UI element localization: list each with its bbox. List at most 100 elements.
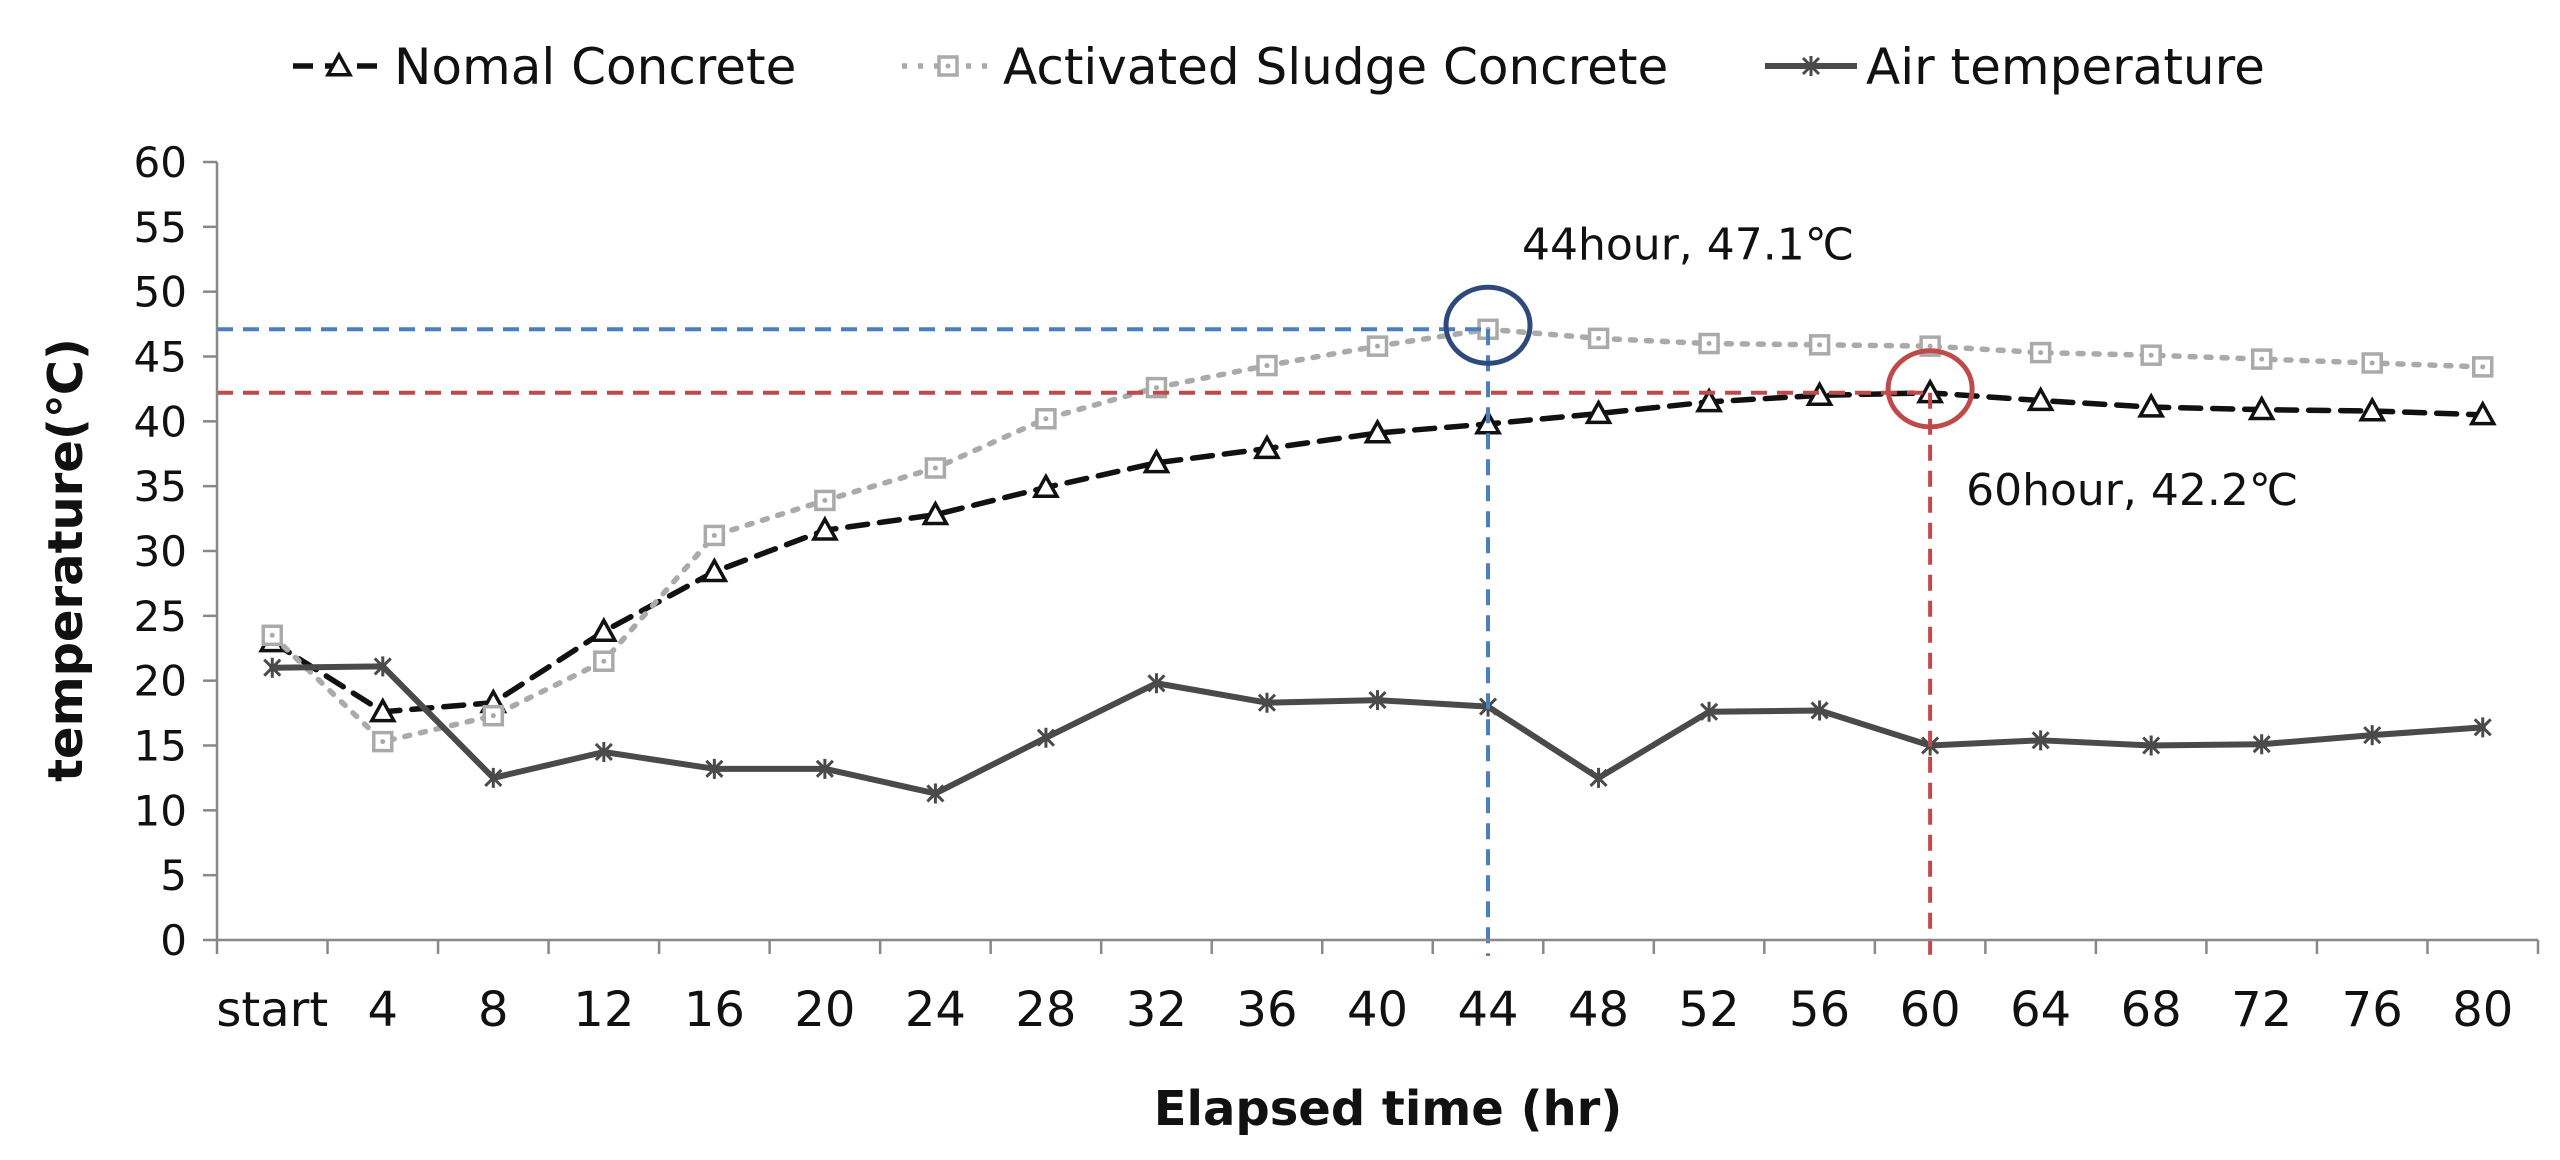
data-point — [1700, 701, 1719, 722]
y-tick-label: 45 — [134, 333, 187, 382]
asterisk-marker — [2142, 735, 2161, 756]
legend-item: Activated Sludge Concrete — [902, 38, 1668, 96]
square-marker-dot — [1043, 416, 1049, 422]
x-tick-label: 40 — [1347, 982, 1408, 1038]
asterisk-marker — [705, 758, 724, 779]
triangle-marker — [1031, 472, 1060, 499]
x-tick-label: 56 — [1789, 982, 1850, 1038]
data-point — [924, 457, 947, 479]
data-point — [2140, 344, 2162, 366]
triangle-marker — [810, 515, 839, 541]
legend-item: Air temperature — [1765, 38, 2265, 96]
asterisk-marker — [2363, 725, 2382, 746]
triangle-marker — [589, 616, 618, 642]
square-marker-dot — [380, 739, 386, 745]
data-point — [926, 783, 945, 804]
data-point — [593, 650, 615, 672]
data-point — [1147, 673, 1166, 694]
data-point — [2358, 396, 2387, 422]
y-tick-label: 30 — [134, 527, 187, 576]
data-point — [1366, 335, 1389, 357]
data-point — [2137, 392, 2166, 418]
y-tick-label: 40 — [134, 397, 187, 446]
series-line — [269, 663, 2486, 797]
asterisk-marker — [1147, 673, 1166, 694]
triangle-marker — [1142, 448, 1171, 474]
asterisk-marker — [1810, 700, 1829, 721]
asterisk-marker — [1257, 692, 1277, 713]
data-point — [1035, 407, 1057, 430]
data-point — [2031, 730, 2050, 751]
data-point — [1145, 376, 1168, 399]
data-point — [261, 624, 284, 647]
data-point — [700, 557, 729, 583]
square-marker-dot — [1706, 341, 1712, 347]
data-point — [2250, 348, 2273, 370]
square-marker-dot — [1264, 363, 1270, 369]
asterisk-marker — [263, 657, 282, 678]
legend-swatch-marker — [1801, 56, 1821, 76]
x-tick-label: 24 — [905, 982, 966, 1038]
square-marker-dot — [822, 497, 828, 503]
legend-label: Activated Sludge Concrete — [1003, 38, 1668, 96]
x-tick-label: 80 — [2452, 982, 2513, 1038]
data-point — [482, 704, 505, 727]
asterisk-marker — [594, 741, 613, 762]
square-marker-dot — [2148, 352, 2154, 358]
data-point — [703, 524, 726, 547]
data-point — [2142, 735, 2161, 756]
data-point — [810, 515, 839, 541]
x-tick-label: 28 — [1015, 982, 1076, 1038]
x-tick-label: 16 — [684, 982, 745, 1038]
x-tick-label: 76 — [2342, 982, 2403, 1038]
square-marker-dot — [2259, 356, 2265, 362]
y-tick-label: 25 — [134, 592, 187, 641]
triangle-marker — [700, 557, 729, 583]
x-tick-label: 4 — [368, 982, 399, 1038]
x-tick-label: 64 — [2010, 982, 2071, 1038]
x-tick-label: 8 — [478, 982, 509, 1038]
x-tick-label: 52 — [1679, 982, 1740, 1038]
asterisk-marker — [2031, 730, 2050, 751]
data-point — [815, 758, 834, 779]
asterisk-marker — [1801, 56, 1821, 76]
asterisk-marker — [1700, 701, 1719, 722]
asterisk-marker — [1036, 727, 1055, 748]
y-tick-label: 5 — [160, 851, 187, 900]
annotation-circle — [1443, 284, 1533, 366]
data-point — [2247, 395, 2276, 421]
data-point — [1589, 767, 1608, 788]
data-point — [2471, 356, 2494, 378]
asterisk-marker — [1368, 690, 1387, 711]
data-point — [2252, 734, 2271, 755]
data-point — [484, 767, 503, 788]
square-marker-dot — [269, 632, 275, 638]
triangle-marker — [2137, 392, 2166, 418]
data-point — [1808, 334, 1831, 356]
data-point — [2473, 717, 2492, 738]
legend: Nomal Concrete Activated Sludge Concrete A… — [293, 38, 2265, 96]
plot-area — [258, 318, 2497, 804]
x-axis-title: Elapsed time (hr) — [1154, 1081, 1623, 1137]
legend-swatch-marker — [937, 55, 959, 77]
triangle-marker — [1363, 418, 1392, 444]
data-point — [589, 616, 618, 642]
triangle-marker — [921, 500, 950, 526]
legend-item: Nomal Concrete — [293, 38, 796, 96]
x-tick-label: 44 — [1457, 982, 1518, 1038]
x-tick-label: start — [216, 982, 328, 1038]
triangle-marker — [1584, 398, 1613, 425]
annotation-label: 44hour, 47.1℃ — [1522, 219, 1854, 270]
legend-label: Air temperature — [1866, 38, 2265, 96]
data-point — [2468, 400, 2497, 426]
square-marker-dot — [2038, 350, 2044, 356]
x-tick-label: 60 — [1900, 982, 1961, 1038]
x-tick-label: 68 — [2121, 982, 2182, 1038]
series-line — [269, 390, 2486, 715]
x-tick-label: 36 — [1236, 982, 1297, 1038]
data-point — [594, 741, 613, 762]
asterisk-marker — [484, 767, 503, 788]
data-point — [373, 656, 392, 677]
data-point — [1810, 700, 1829, 721]
